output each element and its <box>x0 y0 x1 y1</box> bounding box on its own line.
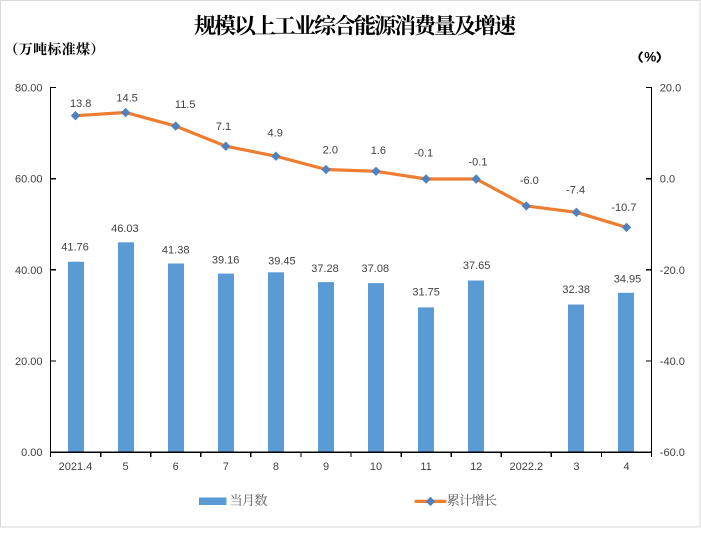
svg-text:32.38: 32.38 <box>562 284 590 296</box>
svg-text:6: 6 <box>173 461 179 473</box>
svg-text:37.08: 37.08 <box>362 263 390 275</box>
svg-text:-20.0: -20.0 <box>660 265 685 277</box>
svg-text:7.1: 7.1 <box>216 121 231 133</box>
svg-text:41.38: 41.38 <box>162 245 190 257</box>
svg-text:37.65: 37.65 <box>463 260 491 272</box>
svg-text:39.45: 39.45 <box>268 256 296 268</box>
svg-text:2021.4: 2021.4 <box>59 461 93 473</box>
svg-text:10: 10 <box>370 461 382 473</box>
svg-text:3: 3 <box>573 461 579 473</box>
svg-text:8: 8 <box>273 461 279 473</box>
svg-text:7: 7 <box>223 461 229 473</box>
svg-text:31.75: 31.75 <box>412 286 440 298</box>
svg-text:34.95: 34.95 <box>614 273 642 285</box>
svg-text:20.0: 20.0 <box>660 83 681 95</box>
svg-text:0.00: 0.00 <box>21 447 42 459</box>
svg-text:2.0: 2.0 <box>323 145 338 157</box>
svg-text:-0.1: -0.1 <box>414 148 433 160</box>
svg-text:46.03: 46.03 <box>111 223 139 235</box>
svg-text:4: 4 <box>623 461 629 473</box>
svg-text:60.00: 60.00 <box>15 174 43 186</box>
svg-text:11: 11 <box>420 461 431 473</box>
svg-text:-60.0: -60.0 <box>660 447 685 459</box>
svg-text:-0.1: -0.1 <box>469 156 488 168</box>
svg-text:-6.0: -6.0 <box>520 175 539 187</box>
svg-text:11.5: 11.5 <box>175 99 196 111</box>
svg-text:41.76: 41.76 <box>61 242 89 254</box>
svg-text:0.0: 0.0 <box>660 174 675 186</box>
svg-text:5: 5 <box>123 461 129 473</box>
svg-text:-10.7: -10.7 <box>611 202 636 214</box>
svg-text:14.5: 14.5 <box>116 93 137 105</box>
svg-text:12: 12 <box>470 461 482 473</box>
svg-text:-7.4: -7.4 <box>566 185 585 197</box>
svg-text:37.28: 37.28 <box>311 263 339 275</box>
svg-text:80.00: 80.00 <box>15 83 43 95</box>
svg-text:4.9: 4.9 <box>268 127 283 139</box>
svg-text:13.8: 13.8 <box>70 98 91 110</box>
svg-text:1.6: 1.6 <box>371 145 386 157</box>
svg-text:9: 9 <box>323 461 329 473</box>
svg-text:%: % <box>644 49 656 64</box>
svg-text:20.00: 20.00 <box>15 356 43 368</box>
svg-text:-40.0: -40.0 <box>660 356 685 368</box>
svg-text:39.16: 39.16 <box>212 254 240 266</box>
svg-text:40.00: 40.00 <box>15 265 43 277</box>
svg-text:2022.2: 2022.2 <box>509 461 543 473</box>
